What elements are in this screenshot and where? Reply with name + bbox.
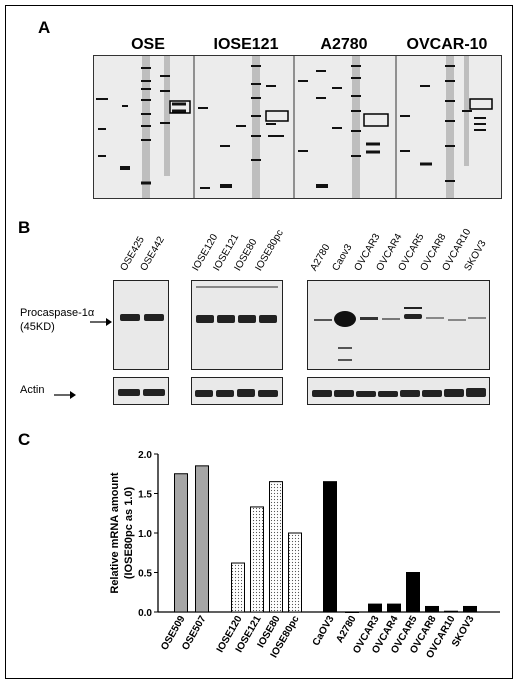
differential-display-gel [93,55,502,199]
gel-image [94,56,501,198]
procaspase-size: (45KD) [20,321,55,333]
procaspase-blot-ose [113,280,169,370]
procaspase-name: Procaspase-1α [20,307,95,319]
panel-b-label: B [18,218,31,237]
gel-title-ose: OSE [131,36,165,53]
actin-blot-cancer [307,377,490,405]
actin-blot-ose [113,377,169,405]
gel-title-ovcar10: OVCAR-10 [406,36,488,53]
panel-a-label: A [38,18,51,37]
procaspase-arrow [90,313,112,326]
procaspase-blot-cancer [307,280,490,370]
figure-frame [5,5,513,679]
actin-arrow [54,386,76,399]
gel-title-a2780: A2780 [320,36,368,53]
gel-title-iose121: IOSE121 [213,36,279,53]
procaspase-blot-iose [191,280,283,370]
actin-blot-iose [191,377,283,405]
procaspase-label: Procaspase-1α (45KD) [20,306,94,334]
panel-c-label: C [18,430,31,449]
actin-label: Actin [20,384,45,396]
